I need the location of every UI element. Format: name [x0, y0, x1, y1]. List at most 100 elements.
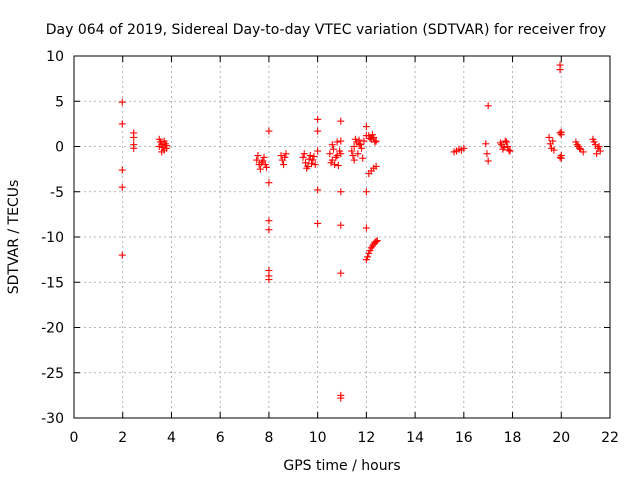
data-point [356, 141, 364, 149]
x-tick-label: 18 [504, 430, 522, 446]
x-tick-label: 12 [357, 430, 375, 446]
data-point [260, 153, 268, 161]
x-tick-label: 6 [216, 430, 225, 446]
data-point [282, 150, 290, 158]
data-point [280, 161, 288, 169]
data-point [314, 127, 322, 135]
data-point [502, 138, 510, 146]
data-point [130, 144, 138, 152]
data-point [360, 137, 368, 145]
data-point [362, 224, 370, 232]
data-point [504, 143, 512, 150]
data-point [281, 153, 289, 161]
data-point [354, 150, 362, 158]
x-tick-label: 22 [601, 430, 619, 446]
data-point [333, 138, 341, 146]
data-point [163, 142, 171, 150]
data-point [311, 161, 319, 169]
data-point [158, 148, 166, 156]
data-point [334, 162, 342, 170]
x-tick-label: 16 [455, 430, 473, 446]
data-point [265, 127, 273, 135]
data-point [265, 217, 273, 225]
y-axis: 10 5 0 -5 -10 -15 -20 -25 -30 [41, 49, 610, 427]
y-tick-label: -15 [41, 275, 64, 291]
data-point [348, 147, 356, 155]
data-point [573, 141, 581, 149]
y-tick-label: 5 [55, 94, 64, 110]
data-point [337, 117, 345, 125]
data-point [265, 226, 273, 234]
data-point [484, 157, 492, 165]
data-point [253, 156, 261, 164]
data-point [118, 120, 126, 128]
data-point [368, 131, 376, 139]
data-point [500, 143, 508, 151]
data-point [482, 140, 490, 148]
data-point [349, 152, 357, 160]
data-point [372, 238, 380, 246]
x-tick-label: 8 [264, 430, 273, 446]
data-point [359, 154, 367, 162]
data-point [328, 141, 336, 149]
data-point [265, 276, 273, 284]
data-point [550, 146, 558, 154]
data-point [596, 147, 604, 155]
data-point [155, 143, 163, 150]
data-point [556, 129, 564, 137]
data-point [299, 153, 307, 161]
y-tick-label: 0 [55, 140, 64, 156]
data-point [337, 188, 345, 196]
data-point [310, 152, 318, 160]
data-point [556, 153, 564, 161]
data-point [305, 155, 313, 163]
data-point [366, 134, 374, 142]
data-point [314, 186, 322, 194]
x-tick-label: 4 [167, 430, 176, 446]
data-point [362, 123, 370, 131]
data-point [593, 150, 601, 158]
data-point [372, 137, 380, 145]
data-point [314, 147, 322, 155]
data-point [314, 219, 322, 227]
data-point [362, 188, 370, 196]
data-point [160, 137, 168, 145]
data-point [373, 237, 381, 245]
data-point [261, 161, 269, 169]
data-point [329, 145, 337, 153]
y-axis-label: SDTVAR / TECUs [6, 180, 22, 295]
data-point [549, 137, 557, 145]
data-point [350, 143, 358, 150]
data-point [545, 133, 553, 141]
data-point [556, 66, 564, 74]
x-tick-label: 20 [552, 430, 570, 446]
data-point [277, 152, 285, 160]
data-point [118, 183, 126, 191]
data-point [557, 128, 565, 136]
data-point [337, 137, 345, 145]
data-point [337, 221, 345, 229]
data-point [309, 156, 317, 164]
x-tick-label: 2 [118, 430, 127, 446]
data-point [118, 166, 126, 174]
y-tick-label: -5 [50, 185, 64, 201]
data-point [460, 144, 468, 152]
data-point [326, 150, 334, 158]
data-point [484, 102, 492, 110]
data-point [327, 159, 335, 167]
data-point [576, 144, 584, 152]
y-tick-label: -25 [41, 366, 64, 382]
x-axis-label: GPS time / hours [283, 458, 400, 474]
data-point [256, 165, 264, 173]
data-point [579, 148, 587, 156]
data-point [371, 138, 379, 146]
y-tick-label: -20 [41, 321, 64, 337]
data-point [351, 135, 359, 143]
data-point [496, 139, 504, 147]
y-tick-label: 10 [46, 49, 64, 65]
data-point [303, 164, 311, 172]
y-tick-label: -30 [41, 411, 64, 427]
data-point [505, 146, 513, 154]
data-point [357, 144, 365, 152]
